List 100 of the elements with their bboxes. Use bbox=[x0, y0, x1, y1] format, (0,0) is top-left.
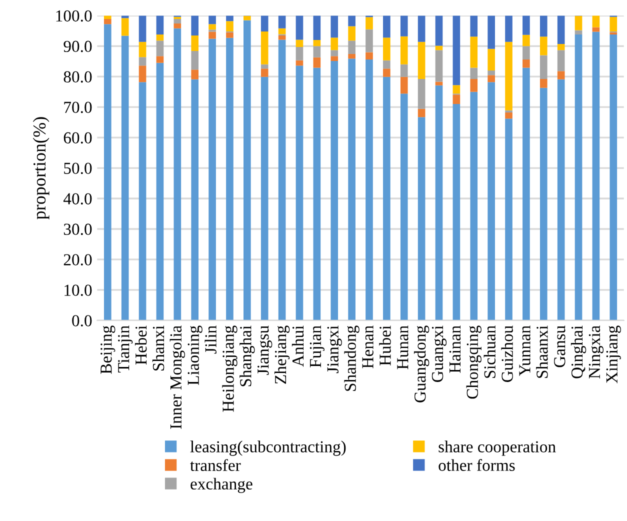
bar bbox=[296, 66, 304, 320]
bar bbox=[610, 32, 618, 35]
bar bbox=[505, 16, 512, 42]
bar bbox=[505, 112, 512, 119]
bar bbox=[522, 46, 530, 60]
bar bbox=[488, 70, 495, 76]
bar bbox=[470, 92, 478, 320]
x-tick-label: Fujian bbox=[310, 326, 324, 368]
bar bbox=[488, 48, 495, 70]
bar bbox=[296, 40, 304, 48]
bar bbox=[191, 70, 199, 80]
bar bbox=[104, 24, 112, 320]
bar bbox=[296, 60, 304, 66]
bar bbox=[383, 76, 390, 320]
bar bbox=[400, 94, 408, 320]
bar bbox=[540, 79, 548, 88]
bar bbox=[452, 94, 460, 104]
bar bbox=[278, 35, 286, 40]
bar bbox=[226, 21, 234, 32]
bar bbox=[260, 16, 268, 32]
bar bbox=[383, 16, 390, 38]
bar bbox=[174, 18, 182, 24]
bar bbox=[138, 16, 146, 42]
bar bbox=[435, 16, 443, 46]
bar bbox=[348, 40, 356, 54]
bar bbox=[574, 34, 582, 320]
bar bbox=[348, 16, 356, 26]
bar bbox=[383, 68, 390, 77]
bar bbox=[156, 16, 164, 35]
bar bbox=[400, 64, 408, 77]
x-tick-label: Xinjiang bbox=[606, 326, 621, 384]
bar bbox=[104, 18, 112, 24]
x-tick-label: Hebei bbox=[134, 326, 147, 365]
x-tick-label: Hunan bbox=[397, 326, 408, 370]
bar bbox=[540, 36, 548, 56]
bar bbox=[191, 35, 199, 51]
bar bbox=[557, 44, 565, 50]
bar bbox=[313, 16, 321, 40]
bar bbox=[330, 38, 338, 50]
bar bbox=[208, 32, 216, 39]
bar bbox=[330, 61, 338, 320]
bar bbox=[366, 29, 373, 52]
bar bbox=[435, 85, 443, 320]
bar bbox=[191, 16, 199, 36]
legend-label: share cooperation bbox=[438, 440, 556, 456]
bar bbox=[400, 76, 408, 94]
x-tick-label: Hubei bbox=[379, 326, 391, 366]
bar bbox=[348, 58, 356, 320]
legend-label: other forms bbox=[438, 459, 515, 471]
bar bbox=[470, 16, 478, 37]
bar bbox=[208, 38, 216, 320]
bar bbox=[452, 85, 460, 94]
y-tick-label: 90.0 bbox=[64, 40, 92, 52]
bar bbox=[522, 16, 530, 35]
y-axis-title: proportion(%) bbox=[32, 117, 50, 220]
bar bbox=[574, 30, 582, 35]
bar bbox=[260, 76, 268, 320]
bar bbox=[418, 108, 426, 118]
bar bbox=[138, 66, 146, 82]
bar bbox=[540, 16, 548, 37]
bar bbox=[557, 71, 565, 80]
bar bbox=[156, 40, 164, 56]
legend-label: transfer bbox=[190, 459, 241, 471]
bar bbox=[435, 82, 443, 86]
y-tick-label: 0.0 bbox=[72, 315, 92, 326]
bar bbox=[452, 104, 460, 320]
bar bbox=[592, 32, 600, 320]
bar bbox=[557, 16, 565, 44]
bar bbox=[296, 47, 304, 60]
x-tick-label: Jiangsu bbox=[258, 326, 272, 375]
bar bbox=[418, 79, 426, 109]
bar bbox=[138, 57, 146, 66]
bar bbox=[226, 32, 234, 38]
bar bbox=[260, 31, 268, 64]
x-tick-label: Jiangxi bbox=[327, 326, 342, 374]
x-tick-label: Gansu bbox=[554, 326, 566, 368]
y-tick-label: 60.0 bbox=[64, 132, 92, 144]
bar bbox=[592, 16, 600, 28]
bar bbox=[156, 34, 164, 41]
bar bbox=[191, 50, 199, 70]
bar bbox=[313, 68, 321, 320]
bar bbox=[121, 18, 129, 36]
bar bbox=[574, 16, 582, 30]
bar bbox=[174, 24, 182, 28]
x-tick-label: Chongqing bbox=[466, 326, 482, 399]
x-tick-label: Guangxi bbox=[432, 326, 447, 382]
bar bbox=[470, 68, 478, 80]
x-tick-label: Shandong bbox=[344, 326, 360, 391]
bar bbox=[488, 82, 495, 320]
x-tick-label: Anhui bbox=[292, 326, 304, 367]
x-tick-label: Shanxi bbox=[152, 326, 164, 370]
bar bbox=[278, 16, 286, 28]
bar bbox=[610, 16, 618, 32]
x-tick-label: Zhejiang bbox=[274, 326, 290, 384]
bar bbox=[557, 79, 565, 320]
bar bbox=[278, 40, 286, 320]
bar bbox=[296, 16, 304, 40]
x-tick-label: Sichuan bbox=[484, 326, 496, 378]
x-tick-label: Beijing bbox=[100, 326, 116, 374]
bar bbox=[435, 50, 443, 82]
